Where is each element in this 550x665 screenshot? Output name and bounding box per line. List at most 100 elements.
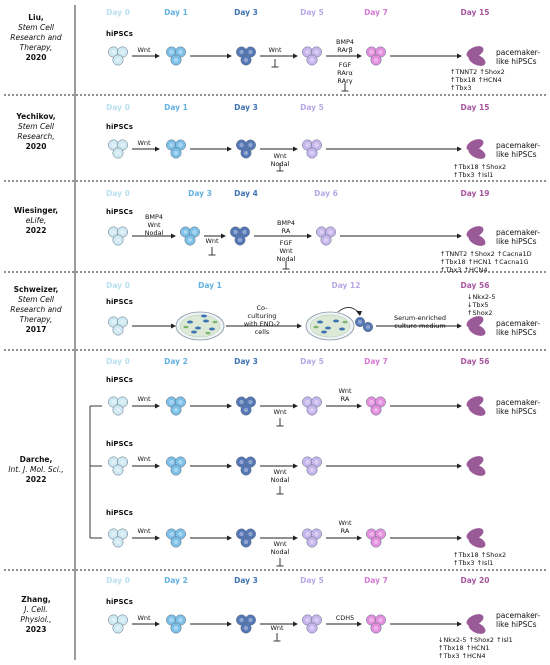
- arrow-head: [357, 403, 362, 409]
- cell-nucleus: [111, 142, 116, 148]
- day-label: Day 4: [234, 189, 258, 198]
- cell-nucleus: [309, 539, 315, 545]
- end2-cell: [183, 325, 189, 329]
- factor-label: Wnt: [273, 540, 287, 548]
- factor-label: Wnt: [137, 527, 151, 535]
- cell: [370, 404, 382, 416]
- pacemaker-cell: [468, 536, 486, 548]
- reference-text: Research and: [10, 305, 62, 314]
- cell-nucleus: [173, 407, 179, 413]
- cell-nucleus: [111, 531, 116, 537]
- day-label: Day 0: [106, 8, 130, 17]
- marker-label: ↑Tbx18 ↑HCN4: [450, 76, 502, 84]
- arrow-head: [457, 233, 462, 239]
- cultured-cell: [333, 319, 339, 323]
- cell-nucleus: [248, 531, 253, 537]
- start-label: hiPSCs: [106, 298, 133, 306]
- cell-nucleus: [239, 49, 244, 55]
- day-label: Day 5: [300, 357, 324, 366]
- cell-nucleus: [120, 617, 125, 623]
- coculture-label: Co-: [257, 304, 269, 312]
- reference-text: Stem Cell: [18, 23, 55, 32]
- arrow-head: [357, 53, 362, 59]
- arrow-head: [227, 403, 232, 409]
- cell-nucleus: [169, 49, 174, 55]
- arrow-head: [155, 535, 160, 541]
- pacemaker-cell: [468, 54, 486, 66]
- cell-nucleus: [243, 407, 249, 413]
- cell-nucleus: [111, 49, 116, 55]
- cultured-cell: [317, 320, 323, 324]
- endpoint-label: like hiPSCs: [496, 57, 537, 66]
- cell-nucleus: [248, 142, 253, 148]
- day-label: Day 7: [364, 576, 388, 585]
- cell-nucleus: [314, 531, 319, 537]
- reference-text: 2020: [26, 53, 47, 62]
- cell-nucleus: [115, 539, 121, 545]
- cell-nucleus: [178, 531, 183, 537]
- cell-nucleus: [173, 150, 179, 156]
- cell-nucleus: [169, 617, 174, 623]
- pacemaker-cell: [468, 147, 486, 159]
- start-label: hiPSCs: [106, 123, 133, 131]
- reference-text: J. Cell.: [22, 605, 47, 614]
- transfer-arrow: [337, 307, 361, 315]
- factor-label: Wnt: [338, 519, 352, 527]
- cell-nucleus: [305, 49, 310, 55]
- cultured-cell: [187, 320, 193, 324]
- cell-nucleus: [305, 399, 310, 405]
- factor-label: Nodal: [271, 476, 290, 484]
- day-label: Day 15: [461, 8, 490, 17]
- cell-nucleus: [111, 399, 116, 405]
- pacemaker-cell: [468, 404, 486, 416]
- cell: [306, 147, 318, 159]
- cell: [306, 54, 318, 66]
- transfer-arrow-head: [356, 311, 362, 316]
- factor-label: Wnt: [338, 387, 352, 395]
- factor-label: RA: [341, 395, 350, 403]
- day-label: Day 0: [106, 103, 130, 112]
- factor-label: Nodal: [277, 255, 296, 263]
- factor-label: RArγ: [337, 77, 352, 85]
- arrow-head: [457, 621, 462, 627]
- cell-nucleus: [115, 467, 121, 473]
- arrow-head: [227, 53, 232, 59]
- cell: [170, 54, 182, 66]
- cell: [240, 54, 252, 66]
- day-label: Day 3: [234, 576, 258, 585]
- marker-label: ↑Tbx3 ↑HCN4: [438, 652, 485, 660]
- selected-cell: [362, 321, 374, 333]
- cell-nucleus: [309, 625, 315, 631]
- cell-nucleus: [378, 617, 383, 623]
- cell: [306, 404, 318, 416]
- cell: [370, 622, 382, 634]
- endpoint-label: pacemaker-: [496, 48, 540, 57]
- cell-nucleus: [373, 57, 379, 63]
- arrow-head: [357, 621, 362, 627]
- cell-nucleus: [314, 49, 319, 55]
- pacemaker-cell: [468, 234, 486, 246]
- serum-label: Serum-enriched: [394, 314, 446, 322]
- cell-nucleus: [115, 625, 121, 631]
- reference-text: Stem Cell: [18, 122, 55, 131]
- factor-label: Wnt: [279, 247, 293, 255]
- cell-nucleus: [365, 324, 371, 330]
- cultured-cell: [203, 319, 209, 323]
- cell: [112, 622, 124, 634]
- cultured-cell: [191, 330, 197, 334]
- start-label: hiPSCs: [106, 598, 133, 606]
- arrow-head: [293, 403, 298, 409]
- cell-nucleus: [248, 617, 253, 623]
- arrow-head: [293, 463, 298, 469]
- pacemaker-cell: [468, 622, 486, 634]
- marker-label: ↑Shox2: [467, 309, 492, 317]
- cell-nucleus: [178, 617, 183, 623]
- cell-nucleus: [173, 57, 179, 63]
- cell-nucleus: [178, 459, 183, 465]
- cell-nucleus: [169, 399, 174, 405]
- cell: [306, 464, 318, 476]
- marker-label: ↓Nkx2-5 ↑Shox2 ↑Isl1: [438, 636, 513, 644]
- cell-nucleus: [243, 150, 249, 156]
